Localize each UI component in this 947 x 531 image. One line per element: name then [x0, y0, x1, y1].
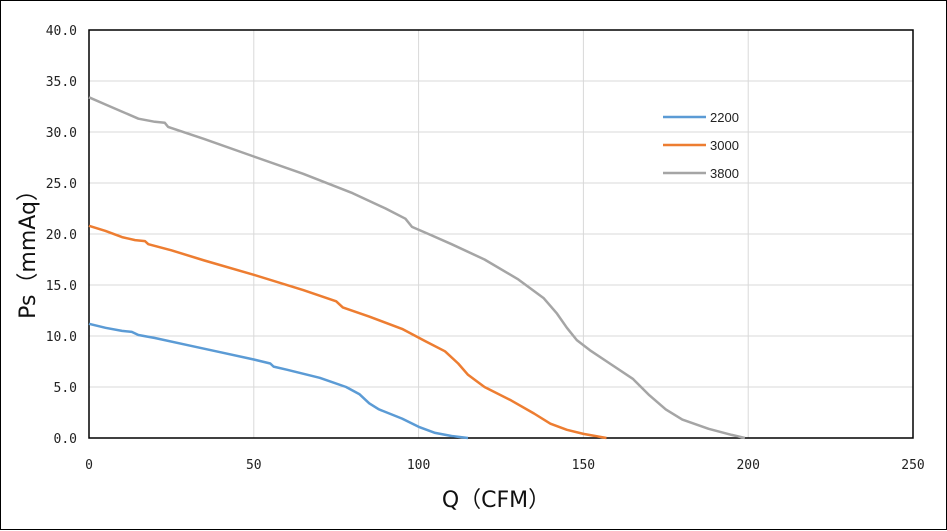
legend: 2200 3000 3800: [663, 110, 739, 181]
legend-label-2200: 2200: [710, 110, 739, 125]
y-tick-label: 0.0: [54, 432, 77, 447]
x-tick-label: 250: [901, 458, 924, 473]
series-line-2200: [88, 322, 469, 440]
y-tick-label: 30.0: [46, 126, 77, 141]
grid-lines: [88, 29, 914, 439]
y-tick-label: 20.0: [46, 228, 77, 243]
series-line-3000: [88, 224, 607, 440]
x-tick-label: 0: [85, 458, 93, 473]
y-tick-label: 25.0: [46, 177, 77, 192]
plot-border: [88, 29, 914, 439]
x-tick-label: 100: [407, 458, 430, 473]
plot-area-border: [88, 29, 914, 439]
y-axis-ticks: 0.0 5.0 10.0 15.0 20.0 25.0 30.0 35.0 40.0: [46, 24, 77, 447]
x-tick-label: 200: [736, 458, 759, 473]
x-axis-title: Q（CFM）: [442, 488, 550, 513]
y-tick-label: 10.0: [46, 330, 77, 345]
series-line-3800: [88, 96, 746, 440]
series-lines: [88, 96, 746, 440]
legend-label-3000: 3000: [710, 138, 739, 153]
y-axis-title: Ps（mmAq）: [16, 179, 41, 319]
x-axis-ticks: 0 50 100 150 200 250: [85, 458, 925, 473]
y-tick-label: 40.0: [46, 24, 77, 39]
y-tick-label: 15.0: [46, 279, 77, 294]
y-tick-label: 35.0: [46, 75, 77, 90]
x-tick-label: 50: [246, 458, 262, 473]
x-tick-label: 150: [572, 458, 595, 473]
y-tick-label: 5.0: [54, 381, 77, 396]
legend-label-3800: 3800: [710, 166, 739, 181]
